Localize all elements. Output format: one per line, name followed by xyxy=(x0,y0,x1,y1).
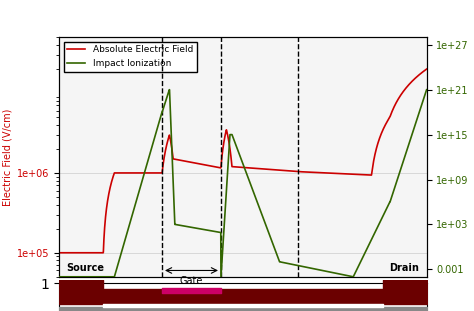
Legend: Absolute Electric Field, Impact Ionization: Absolute Electric Field, Impact Ionizati… xyxy=(64,42,197,72)
Text: Gate: Gate xyxy=(180,276,203,286)
Y-axis label: Electric Field (V/cm): Electric Field (V/cm) xyxy=(3,108,13,206)
Text: Drain: Drain xyxy=(389,263,419,273)
Text: Source: Source xyxy=(66,263,105,273)
